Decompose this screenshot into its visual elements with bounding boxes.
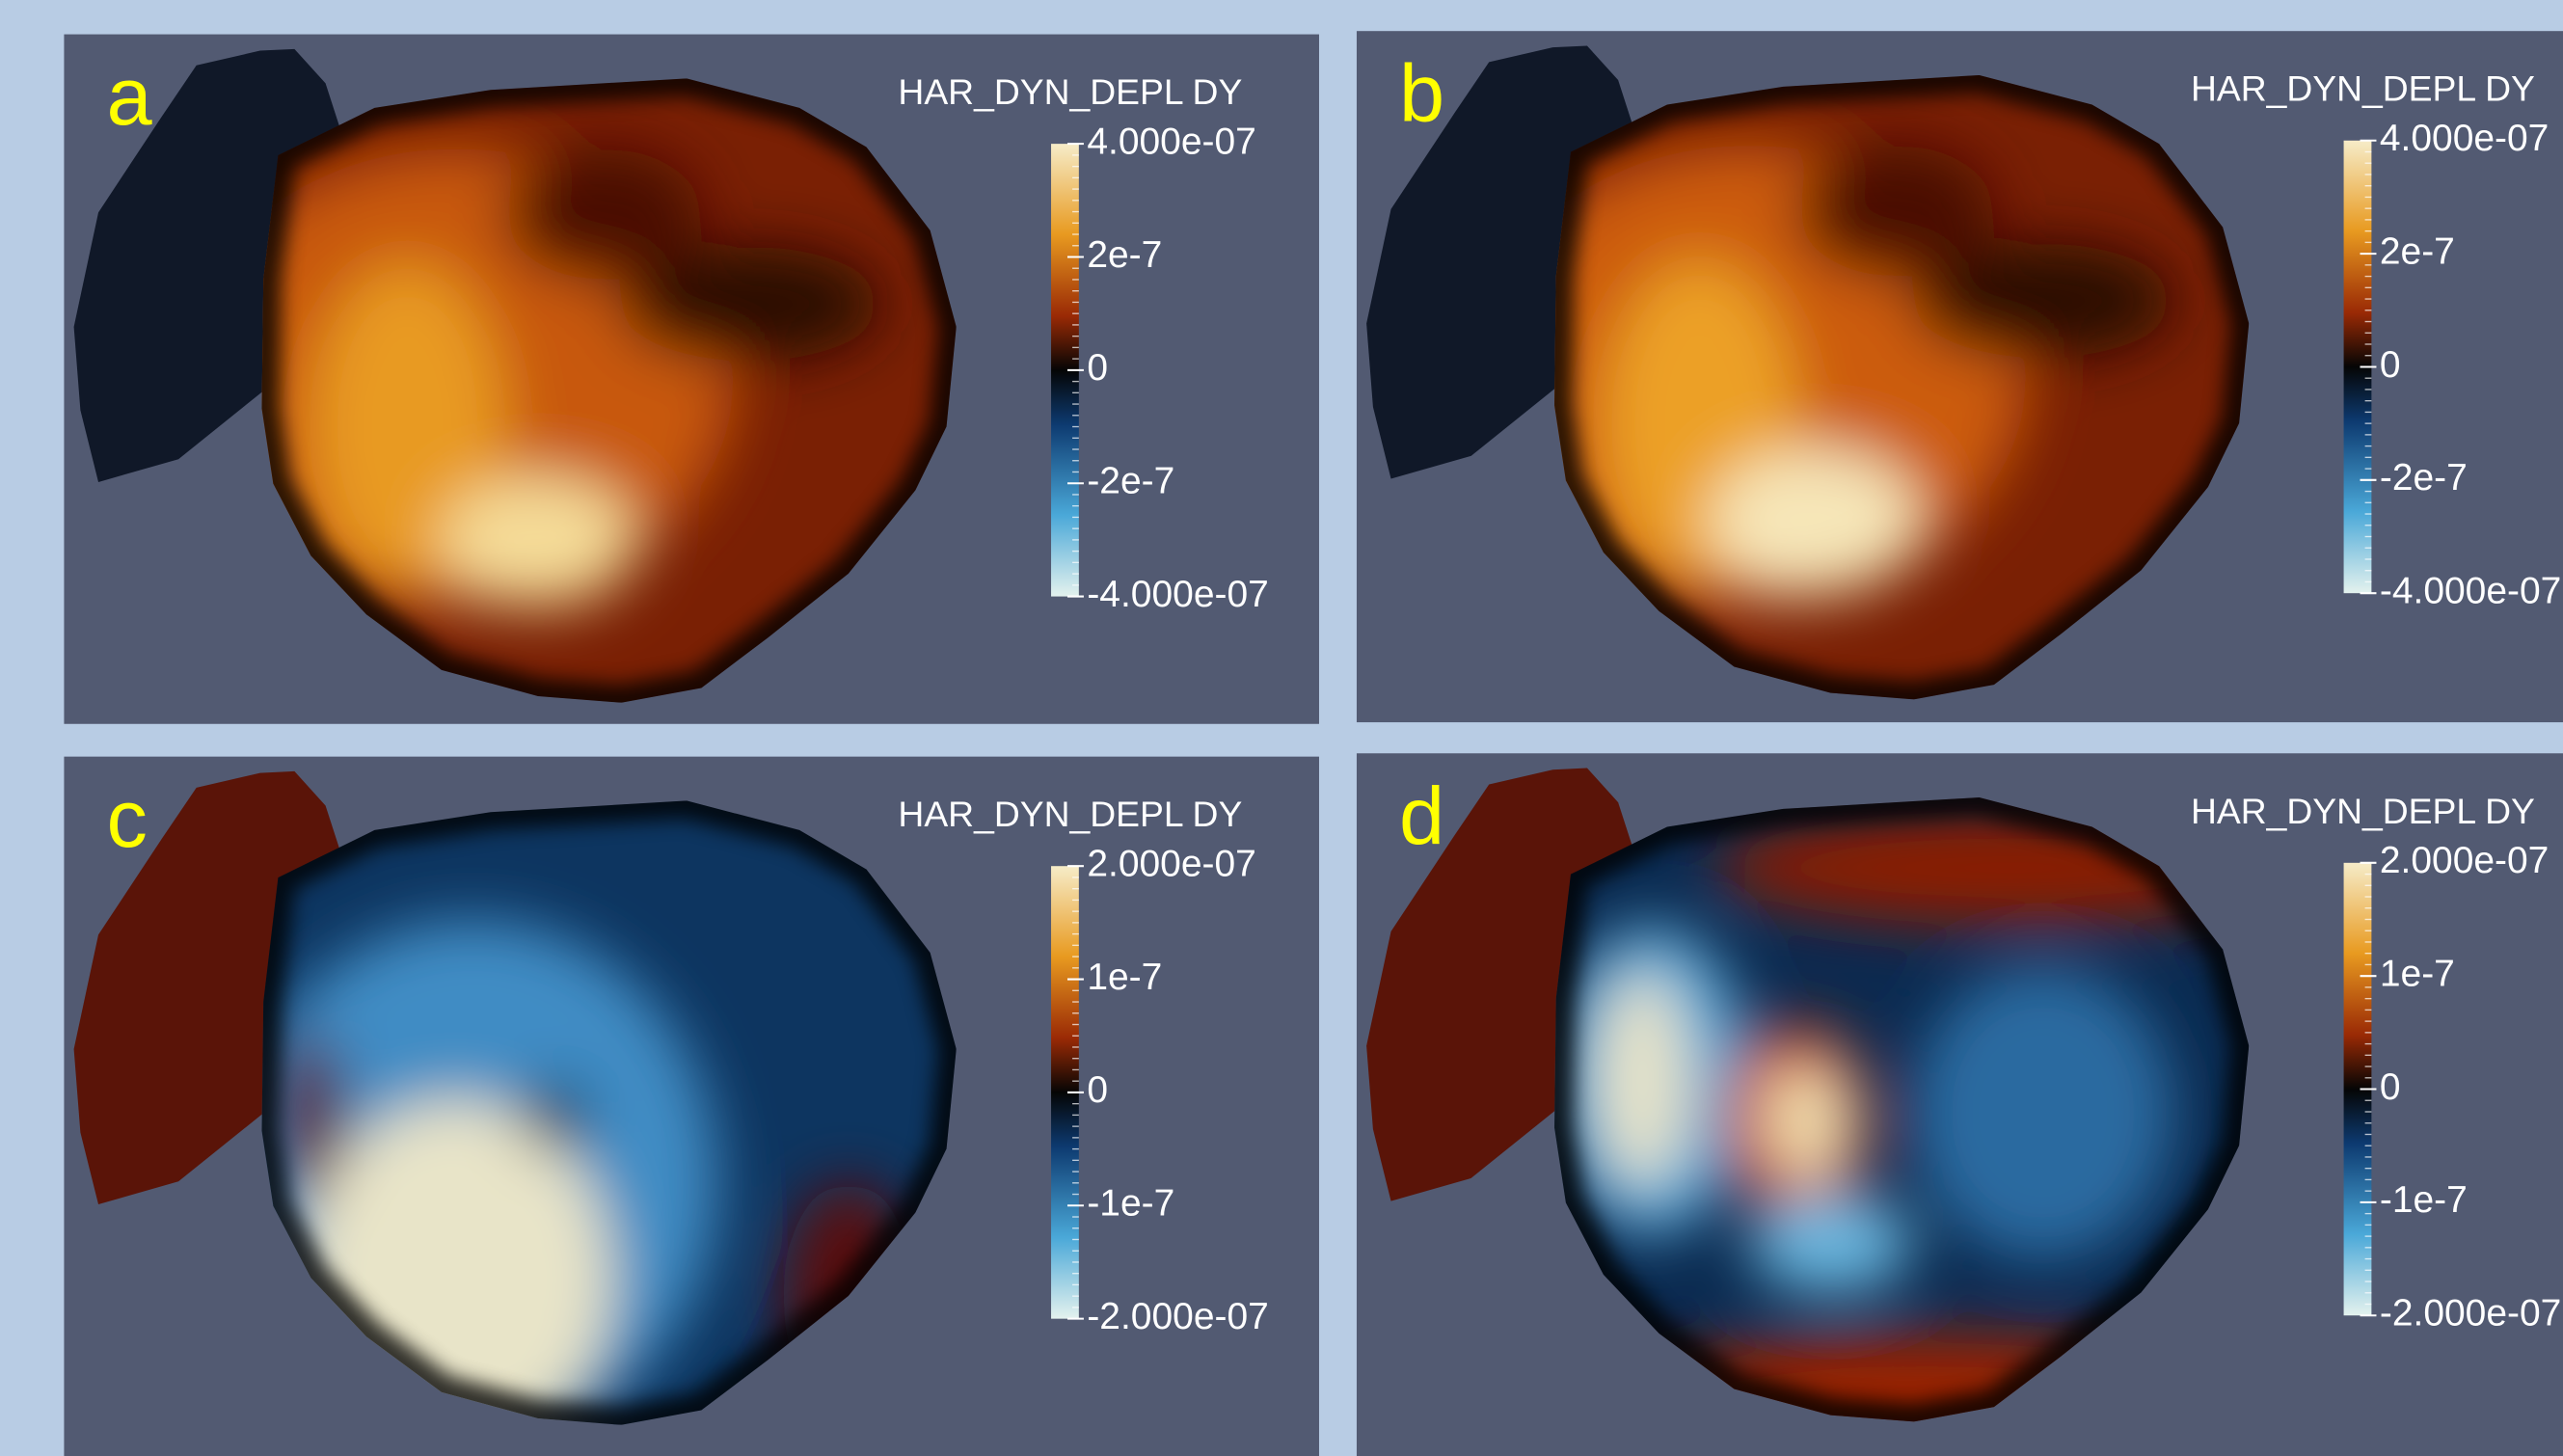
field-blob — [505, 148, 701, 280]
field-blob — [1749, 1195, 1912, 1293]
colorbar-tick-label: -1e-7 — [2380, 1179, 2468, 1221]
panel-label: b — [1399, 47, 1444, 139]
field-blob — [440, 475, 635, 607]
colorbar-tick-label: -2.000e-07 — [2380, 1293, 2562, 1335]
legend-title: HAR_DYN_DEPL DY — [2191, 68, 2535, 109]
colorbar-tick-label: -4.000e-07 — [2380, 570, 2562, 611]
field-blob — [522, 1084, 587, 1149]
legend-title: HAR_DYN_DEPL DY — [898, 794, 1242, 834]
colorbar-tick-label: 4.000e-07 — [2380, 118, 2550, 159]
colorbar-tick-label: -1e-7 — [1087, 1183, 1174, 1225]
panel-label: c — [106, 772, 147, 864]
panel: c HAR_DYN_DEPL DY 2.000e-07 1e-7 0 -1e-7 -2.00… — [64, 757, 1319, 1456]
colorbar-tick-label: 0 — [2380, 344, 2401, 386]
field-blob — [1766, 1064, 1848, 1178]
colorbar-tick-label: -4.000e-07 — [1087, 574, 1269, 615]
colorbar-tick-label: -2e-7 — [1087, 461, 1174, 502]
panel-label: d — [1399, 769, 1444, 861]
colorbar-tick-label: 1e-7 — [2380, 953, 2455, 994]
field-blob — [1912, 966, 2173, 1260]
colorbar-tick-label: 2e-7 — [2380, 230, 2455, 272]
field-blob — [1708, 447, 1920, 595]
colorbar-tick-label: 4.000e-07 — [1087, 121, 1256, 162]
colorbar-tick-label: 2e-7 — [1087, 234, 1162, 276]
legend-title: HAR_DYN_DEPL DY — [898, 71, 1242, 112]
colorbar-tick-label: 2.000e-07 — [1087, 844, 1256, 885]
colorbar-tick-label: 0 — [2380, 1066, 2401, 1108]
colorbar-tick-label: 2.000e-07 — [2380, 840, 2550, 881]
field-blob — [1798, 146, 1994, 277]
panel: d HAR_DYN_DEPL DY 2.000e-07 1e-7 0 -1e-7 -2.00… — [1357, 753, 2563, 1456]
panel: a HAR_DYN_DEPL DY 4.000e-07 2e-7 0 -2e-7 -4.00… — [64, 35, 1319, 724]
colorbar-tick-label: -2.000e-07 — [1087, 1296, 1269, 1337]
legend-title: HAR_DYN_DEPL DY — [2191, 791, 2535, 831]
colorbar-tick-label: 1e-7 — [1087, 957, 1162, 998]
colorbar-tick-label: 0 — [1087, 347, 1108, 389]
figure: a HAR_DYN_DEPL DY 4.000e-07 2e-7 0 -2e-7 -4.00… — [0, 0, 2563, 1456]
panel: b HAR_DYN_DEPL DY 4.000e-07 2e-7 0 -2e-7 -4.00… — [1357, 31, 2563, 722]
colorbar-tick-label: 0 — [1087, 1069, 1108, 1111]
panel-label: a — [106, 50, 152, 142]
field-blob — [1597, 974, 1688, 1186]
page: a HAR_DYN_DEPL DY 4.000e-07 2e-7 0 -2e-7 -4.00… — [0, 0, 2563, 1456]
colorbar-tick-label: -2e-7 — [2380, 457, 2468, 499]
